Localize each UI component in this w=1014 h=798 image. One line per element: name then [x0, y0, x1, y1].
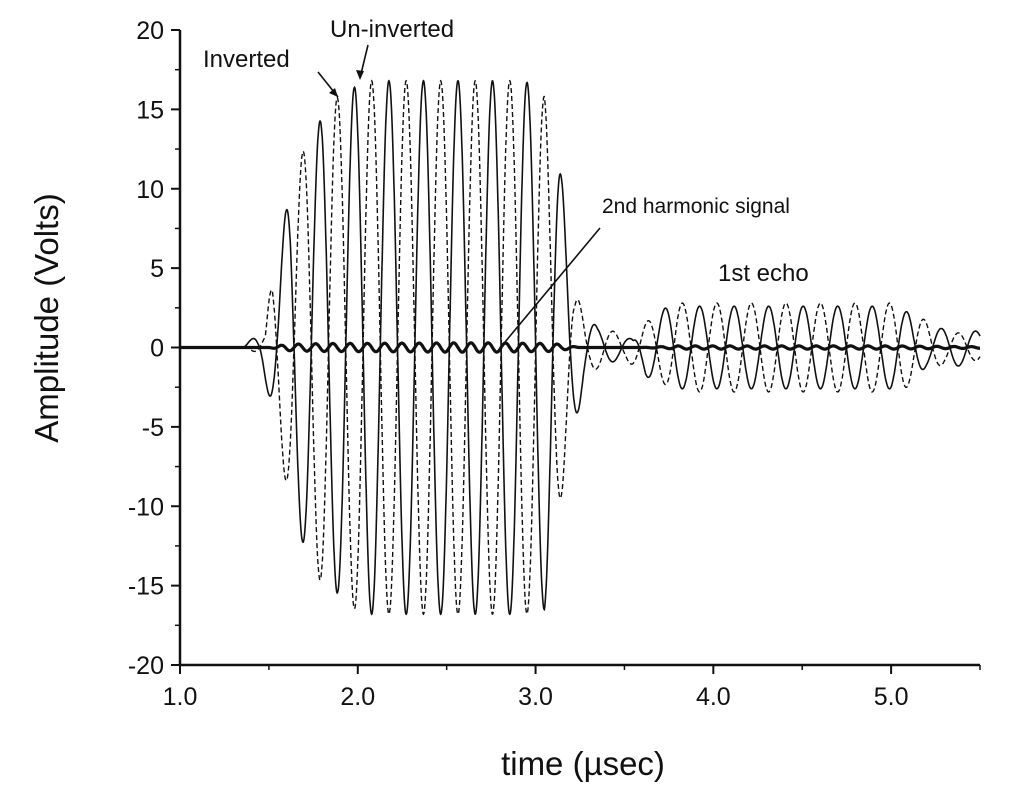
- x-tick-label: 5.0: [874, 683, 909, 711]
- x-tick-label: 2.0: [340, 683, 375, 711]
- y-tick-label: 0: [150, 335, 164, 363]
- y-tick-label: 10: [136, 176, 164, 204]
- y-tick-label: 5: [150, 255, 164, 283]
- y-tick-label: 15: [136, 96, 164, 124]
- y-axis-title: Amplitude (Volts): [28, 193, 65, 442]
- y-tick-label: -15: [128, 573, 164, 601]
- annotation-uninverted: Un-inverted: [330, 16, 454, 43]
- x-axis-title: time (µsec): [501, 745, 665, 782]
- arrow-inverted-head: [329, 88, 338, 97]
- series-layer: [180, 79, 981, 616]
- y-tick-label: -10: [128, 493, 164, 521]
- plot-area: 20 15 10 5 0 -5 -10 -15 -20 1.0 2.0 3.0 4.0 5.0: [128, 17, 981, 711]
- series-line-inverted: [180, 79, 981, 616]
- x-tick-label: 1.0: [163, 683, 198, 711]
- annotations: Inverted Un-inverted 2nd harmonic signal…: [203, 16, 809, 343]
- annotation-echo: 1st echo: [718, 260, 809, 287]
- leader-harmonic: [504, 227, 601, 343]
- x-tick-label: 4.0: [696, 683, 731, 711]
- arrow-uninverted-head: [356, 70, 364, 80]
- y-tick-label: 20: [136, 17, 164, 45]
- annotation-harmonic: 2nd harmonic signal: [602, 195, 790, 218]
- x-tick-label: 3.0: [518, 683, 553, 711]
- axis-ticks: 20 15 10 5 0 -5 -10 -15 -20 1.0 2.0 3.0 4.0 5.0: [128, 17, 981, 711]
- annotation-inverted: Inverted: [203, 46, 290, 73]
- y-tick-label: -20: [128, 652, 164, 680]
- y-tick-label: -5: [142, 414, 164, 442]
- series-line-harmonic: [180, 341, 980, 354]
